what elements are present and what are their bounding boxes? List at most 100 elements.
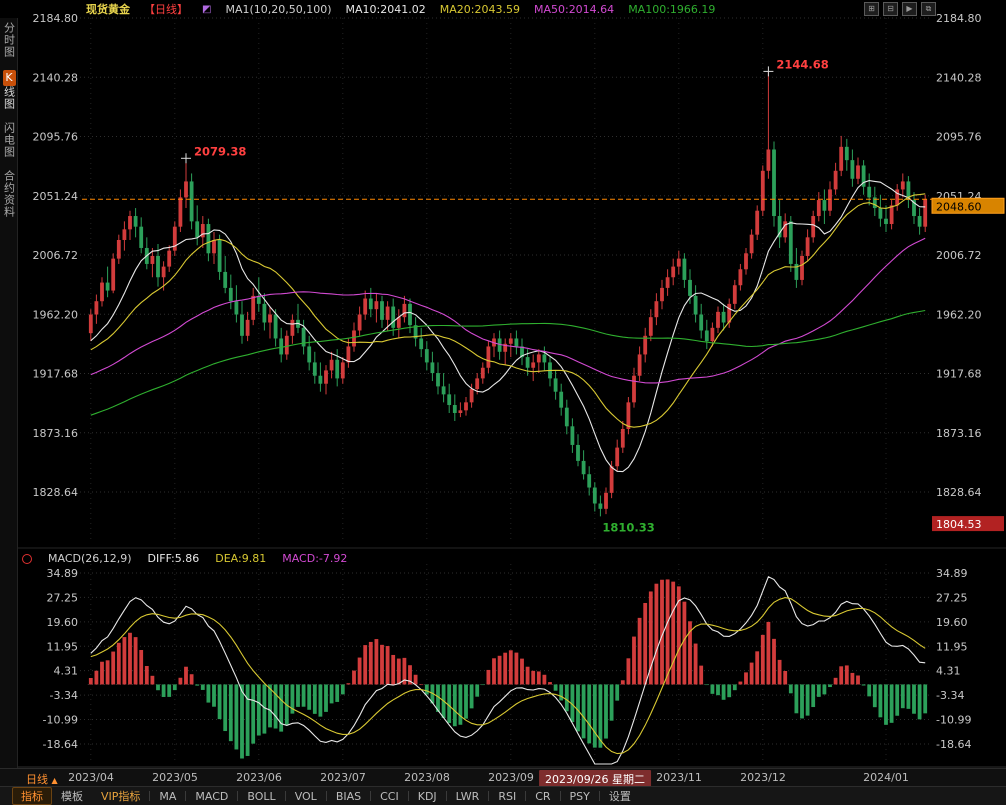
svg-text:19.60: 19.60 [47,616,79,629]
indicator-button-boll[interactable]: BOLL [238,789,284,804]
ma50-line [91,238,925,383]
svg-text:4.31: 4.31 [54,665,79,678]
indicator-button-cr[interactable]: CR [526,789,559,804]
svg-text:2144.68: 2144.68 [776,57,828,71]
tab-vip-indicator[interactable]: VIP指标 [92,787,149,805]
macd-diff-value: DIFF:5.86 [148,552,200,565]
svg-text:-10.99: -10.99 [43,714,78,727]
date-label-8: 2023/12 [740,771,786,784]
bottom-toolbar: 指标 模板 VIP指标 MAMACDBOLLVOLBIASCCIKDJLWRRS… [0,786,1006,805]
ma-value-2: MA50:2014.64 [534,3,614,16]
svg-text:-10.99: -10.99 [936,714,971,727]
timeframe-selector[interactable]: 日线 ▲ [26,771,58,787]
sidebar-tab-3[interactable]: 合约资料 [1,170,17,218]
annotation-2079.38: 2079.38 [181,144,246,163]
svg-text:1873.16: 1873.16 [936,427,982,440]
svg-text:34.89: 34.89 [936,567,968,580]
chevron-up-icon: ▲ [52,776,58,785]
svg-text:2051.24: 2051.24 [33,190,79,203]
ma-group-label: MA1(10,20,50,100) [225,3,331,16]
svg-text:1828.64: 1828.64 [33,486,79,499]
window-icons: ⊞ ⊟ ▶ ⧉ [864,2,936,16]
svg-text:1810.33: 1810.33 [602,520,654,534]
date-label-5: 2023/09 [488,771,534,784]
maximize-icon[interactable]: ⧉ [921,2,936,16]
svg-text:34.89: 34.89 [47,567,79,580]
sidebar-tab-2[interactable]: 闪电图 [1,122,17,158]
svg-text:-18.64: -18.64 [936,738,971,751]
svg-text:1962.20: 1962.20 [33,308,79,321]
indicator-button-vol[interactable]: VOL [286,789,326,804]
last-price-badge: 2048.60 [932,198,1004,213]
svg-text:27.25: 27.25 [47,591,79,604]
tab-indicator[interactable]: 指标 [12,787,52,805]
symbol-title: 现货黄金 [86,1,130,17]
ma-values: MA10:2041.02 MA20:2043.59 MA50:2014.64 MA10… [346,3,716,16]
timeframe-label: 日线 [26,773,48,786]
macd-header: MACD(26,12,9) DIFF:5.86 DEA:9.81 MACD:-7… [22,551,347,566]
indicator-button-ma[interactable]: MA [150,789,185,804]
svg-text:11.95: 11.95 [47,640,79,653]
compress-icon[interactable]: ⊟ [883,2,898,16]
sidebar: 分时图 K线图闪电图合约资料 [0,18,18,768]
chart-header: 现货黄金 【日线】 ◩ MA1(10,20,50,100) MA10:2041.… [86,0,998,18]
indicator-button-cci[interactable]: CCI [371,789,408,804]
candles [89,71,927,516]
ma100-line [91,311,925,416]
play-icon[interactable]: ▶ [902,2,917,16]
indicator-button-lwr[interactable]: LWR [447,789,489,804]
new-window-icon[interactable]: ⊞ [864,2,879,16]
svg-text:19.60: 19.60 [936,616,968,629]
annotation-1810.33: 1810.33 [602,520,654,534]
tab-template[interactable]: 模板 [52,787,92,805]
svg-text:2140.28: 2140.28 [936,71,982,84]
ma-value-0: MA10:2041.02 [346,3,426,16]
indicator-button-rsi[interactable]: RSI [489,789,525,804]
settings-button[interactable]: 设置 [600,787,640,805]
date-label-7: 2023/11 [656,771,702,784]
svg-text:1962.20: 1962.20 [936,308,982,321]
svg-text:2006.72: 2006.72 [936,249,982,262]
svg-text:2048.60: 2048.60 [936,200,982,213]
svg-text:27.25: 27.25 [936,591,968,604]
date-label-1: 2023/05 [152,771,198,784]
date-label-9: 2024/01 [863,771,909,784]
ma10-line [91,181,925,472]
ma20-line [91,194,925,427]
ma-value-3: MA100:1966.19 [628,3,715,16]
date-label-4: 2023/08 [404,771,450,784]
trading-app: 2184.802184.802140.282140.282095.762095.… [0,0,1006,804]
macd-marker-icon[interactable] [22,554,32,564]
date-label-2: 2023/06 [236,771,282,784]
date-label-0: 2023/04 [68,771,114,784]
svg-text:2095.76: 2095.76 [33,131,79,144]
period-tag: 【日线】 [144,1,188,17]
ma-value-1: MA20:2043.59 [440,3,520,16]
macd-title: MACD(26,12,9) [48,552,132,565]
svg-text:-3.34: -3.34 [50,689,78,702]
svg-text:2006.72: 2006.72 [33,249,79,262]
indicator-button-macd[interactable]: MACD [186,789,237,804]
ma-indicator-icon: ◩ [202,4,211,15]
svg-text:1917.68: 1917.68 [33,368,79,381]
macd-value: MACD:-7.92 [282,552,347,565]
svg-text:2095.76: 2095.76 [936,131,982,144]
indicator-button-psy[interactable]: PSY [561,789,599,804]
chart-canvas[interactable]: 2184.802184.802140.282140.282095.762095.… [0,0,1006,768]
low-price-badge: 1804.53 [932,516,1004,531]
sidebar-tab-0[interactable]: 分时图 [1,22,17,58]
annotation-2144.68: 2144.68 [763,57,828,76]
svg-text:1917.68: 1917.68 [936,368,982,381]
svg-text:2079.38: 2079.38 [194,144,246,158]
svg-text:1804.53: 1804.53 [936,518,982,531]
date-label-3: 2023/07 [320,771,366,784]
indicator-button-bias[interactable]: BIAS [327,789,370,804]
svg-text:-3.34: -3.34 [936,689,964,702]
macd-dea-value: DEA:9.81 [215,552,266,565]
svg-text:1873.16: 1873.16 [33,427,79,440]
sidebar-tab-1[interactable]: K线图 [1,70,17,110]
active-tab-chip: K [3,70,16,86]
indicator-buttons: MAMACDBOLLVOLBIASCCIKDJLWRRSICRPSY [150,789,599,804]
gridlines: 2184.802184.802140.282140.282095.762095.… [0,12,1006,767]
indicator-button-kdj[interactable]: KDJ [409,789,446,804]
